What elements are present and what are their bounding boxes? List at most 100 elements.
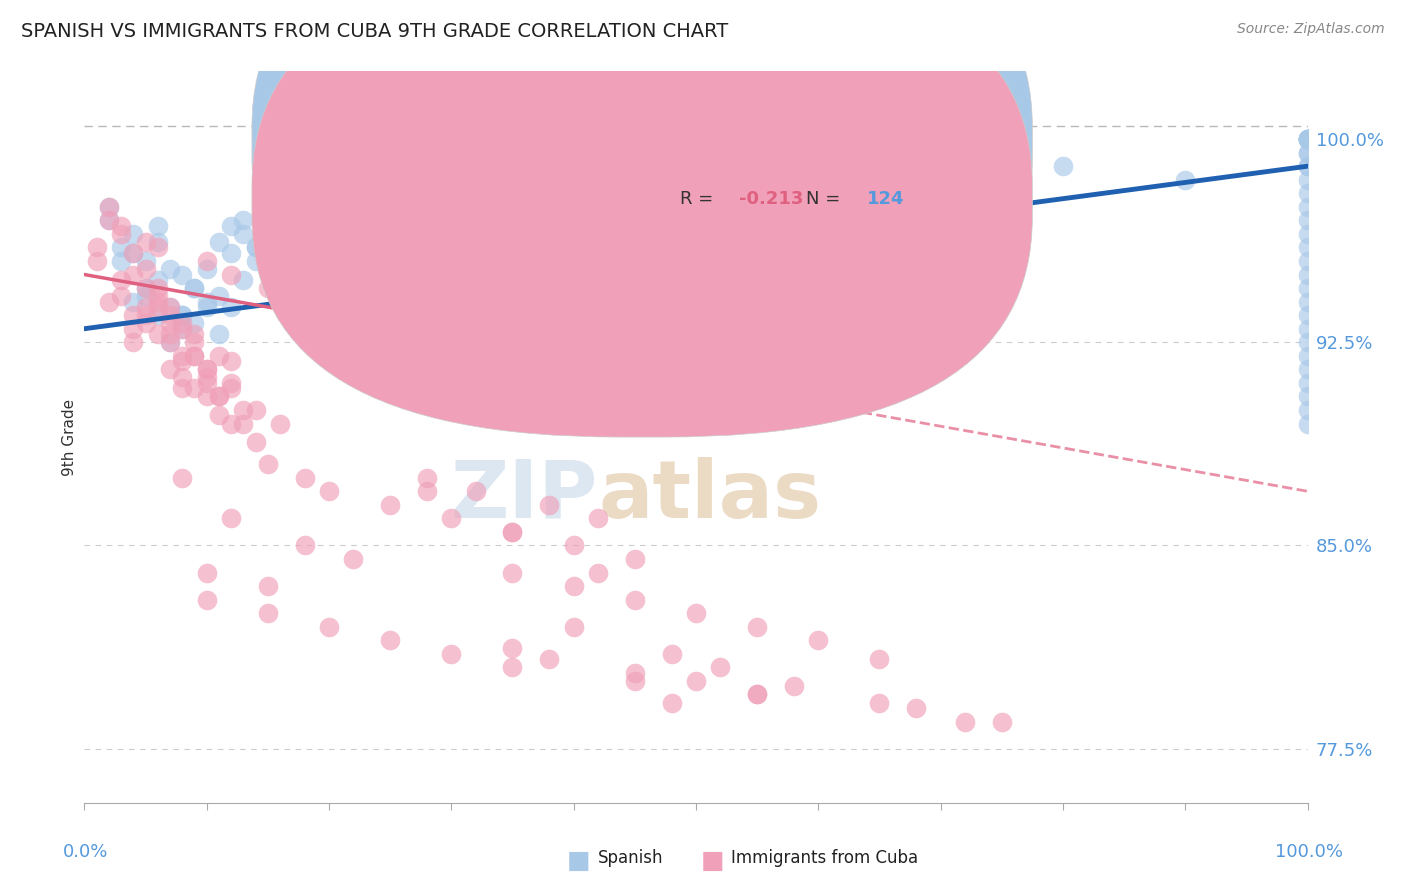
Point [1296,213,1319,227]
Point [146,281,169,295]
Point [1296,132,1319,146]
Point [1296,132,1319,146]
FancyBboxPatch shape [252,0,1032,378]
Point [195,376,218,390]
Point [219,417,242,431]
Point [159,300,181,314]
Text: N =: N = [806,190,846,209]
Point [208,409,231,423]
Point [380,633,402,648]
Point [257,579,280,593]
Point [232,227,254,241]
Point [245,240,267,254]
Point [219,511,242,525]
Point [146,219,169,233]
Point [269,240,291,254]
Point [135,316,157,330]
Point [195,566,218,580]
FancyBboxPatch shape [252,0,1032,437]
Text: Immigrants from Cuba: Immigrants from Cuba [731,849,918,867]
Point [281,235,304,249]
Point [172,322,194,336]
Text: ■: ■ [700,849,724,873]
Point [294,538,316,552]
Point [146,294,169,309]
Point [416,471,439,485]
Point [1296,389,1319,403]
Point [1052,159,1074,173]
Point [135,281,157,295]
Point [624,665,647,680]
Point [440,200,463,214]
Point [219,219,242,233]
Point [159,327,181,342]
Point [159,316,181,330]
Point [122,245,145,260]
Point [183,349,205,363]
Point [146,235,169,249]
Point [110,227,132,241]
Point [869,172,891,186]
Text: N =: N = [806,132,846,150]
Text: 100.0%: 100.0% [1275,843,1343,861]
Point [953,714,976,729]
Point [869,652,891,666]
Point [624,592,647,607]
Text: R =: R = [681,132,718,150]
Point [807,633,830,648]
Point [172,349,194,363]
Point [110,219,132,233]
Point [1296,294,1319,309]
Point [219,300,242,314]
Point [380,335,402,350]
Point [1296,132,1319,146]
Point [342,322,364,336]
Point [562,579,585,593]
Point [624,186,647,201]
Point [440,362,463,376]
Point [146,273,169,287]
Point [232,273,254,287]
Point [1296,172,1319,186]
Point [905,701,928,715]
Point [1296,349,1319,363]
Point [245,254,267,268]
Point [416,484,439,499]
Point [135,281,157,295]
Point [183,281,205,295]
Point [586,566,609,580]
Point [159,308,181,322]
Point [183,327,205,342]
Point [122,335,145,350]
Point [562,538,585,552]
Point [342,552,364,566]
Point [1296,145,1319,160]
Point [586,511,609,525]
Point [245,240,267,254]
Point [208,327,231,342]
Point [538,652,561,666]
Point [172,354,194,368]
Point [183,281,205,295]
Point [685,200,707,214]
Point [1296,281,1319,295]
Point [1296,132,1319,146]
Point [110,254,132,268]
Text: 97: 97 [868,132,893,150]
Point [146,308,169,322]
Point [783,679,806,693]
Point [440,511,463,525]
Point [122,245,145,260]
Point [232,403,254,417]
Point [232,417,254,431]
Point [135,289,157,303]
Point [219,376,242,390]
Point [416,349,439,363]
Point [172,268,194,282]
Point [477,376,499,390]
Point [97,200,120,214]
Point [135,300,157,314]
Point [416,213,439,227]
Point [502,524,524,539]
Point [1296,227,1319,241]
